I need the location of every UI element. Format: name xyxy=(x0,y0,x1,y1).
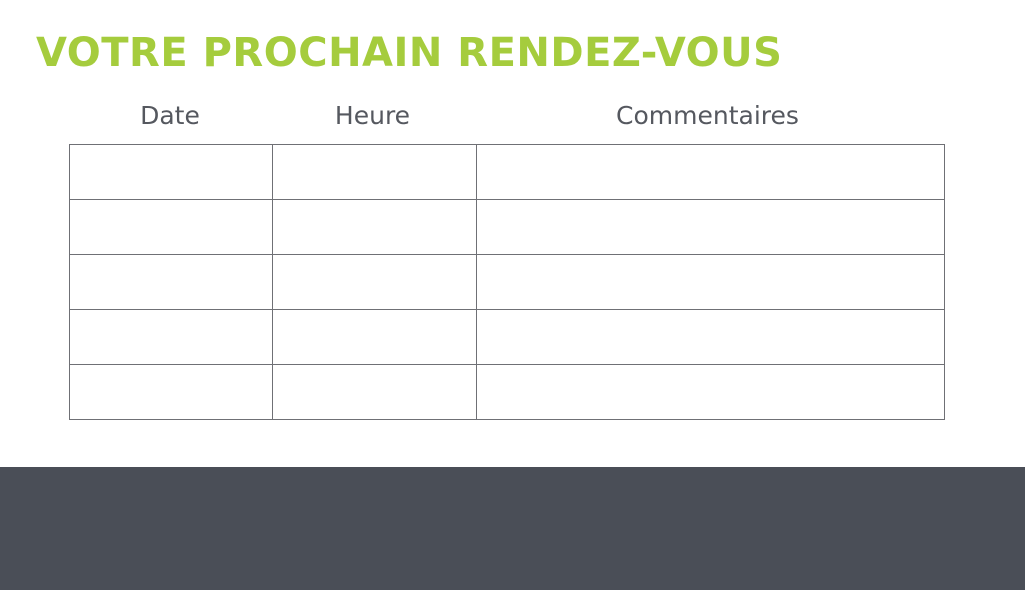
comments-cell xyxy=(476,309,945,365)
time-cell xyxy=(272,199,477,255)
table-row xyxy=(69,254,945,310)
comments-cell xyxy=(476,144,945,200)
time-cell xyxy=(272,364,477,420)
column-header-date: Date xyxy=(140,101,200,130)
time-cell xyxy=(272,309,477,365)
date-cell xyxy=(69,254,273,310)
appointment-table xyxy=(69,144,945,420)
time-cell xyxy=(272,254,477,310)
page-title: VOTRE PROCHAIN RENDEZ-VOUS xyxy=(36,30,783,76)
comments-cell xyxy=(476,254,945,310)
comments-cell xyxy=(476,199,945,255)
table-row xyxy=(69,309,945,365)
table-row xyxy=(69,199,945,255)
date-cell xyxy=(69,309,273,365)
column-header-comments: Commentaires xyxy=(616,101,799,130)
column-header-time: Heure xyxy=(334,101,411,130)
date-cell xyxy=(69,144,273,200)
footer-band xyxy=(0,467,1025,590)
comments-cell xyxy=(476,364,945,420)
time-cell xyxy=(272,144,477,200)
date-cell xyxy=(69,199,273,255)
table-row xyxy=(69,364,945,420)
table-row xyxy=(69,144,945,200)
date-cell xyxy=(69,364,273,420)
